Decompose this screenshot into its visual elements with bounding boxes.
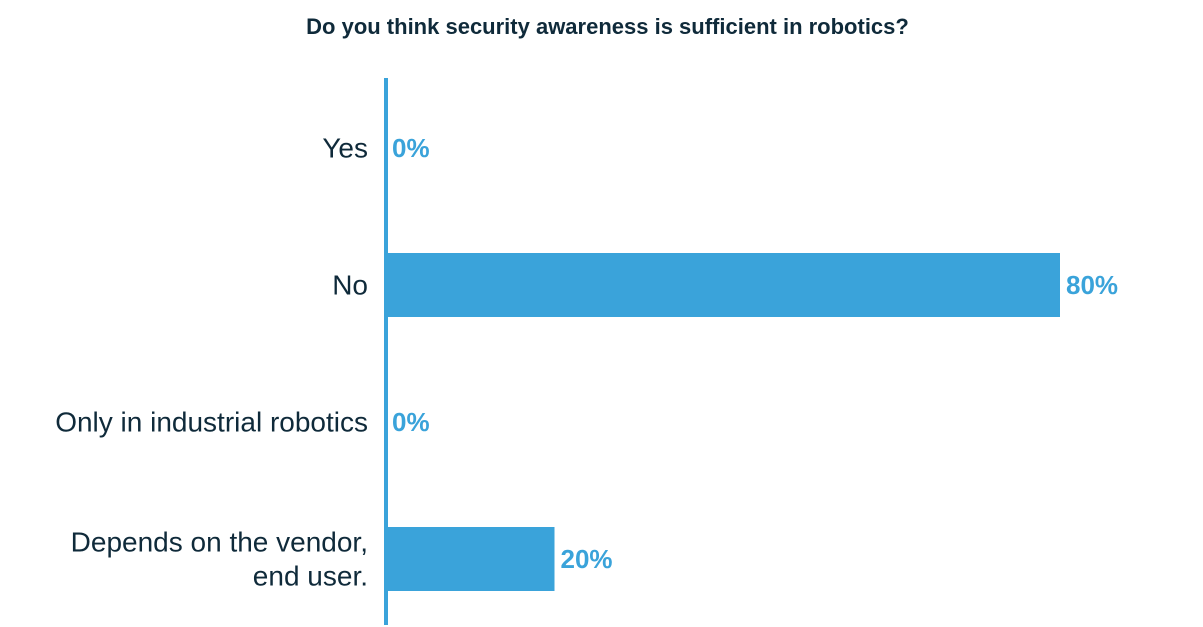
category-label-1: No [332, 270, 368, 301]
chart-title: Do you think security awareness is suffi… [306, 14, 909, 39]
value-label-2: 0% [392, 407, 430, 437]
value-label-3: 20% [561, 544, 613, 574]
category-label-2: Only in industrial robotics [55, 407, 368, 438]
bar-1 [386, 253, 1060, 317]
labels-layer: 0% Yes 80% No 0% Only in industrial robotics 2… [55, 133, 1118, 592]
category-label-3-line-0: Depends on the vendor, [71, 527, 368, 558]
bars-layer [386, 253, 1060, 591]
bar-3 [386, 527, 555, 591]
category-label-0: Yes [322, 133, 368, 164]
value-label-0: 0% [392, 133, 430, 163]
value-label-1: 80% [1066, 270, 1118, 300]
category-label-3-line-1: end user. [253, 561, 368, 592]
